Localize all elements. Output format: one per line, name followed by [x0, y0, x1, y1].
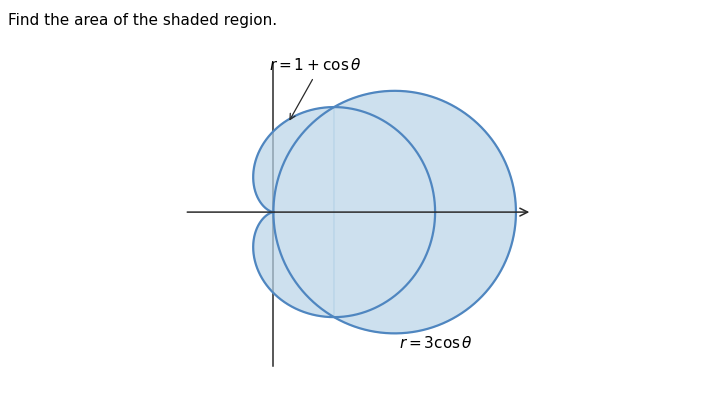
- Text: $r = 1 + \cos\theta$: $r = 1 + \cos\theta$: [269, 57, 362, 73]
- Text: Find the area of the shaded region.: Find the area of the shaded region.: [8, 13, 278, 28]
- Polygon shape: [253, 91, 516, 333]
- Text: $r = 3\cos\theta$: $r = 3\cos\theta$: [399, 335, 472, 351]
